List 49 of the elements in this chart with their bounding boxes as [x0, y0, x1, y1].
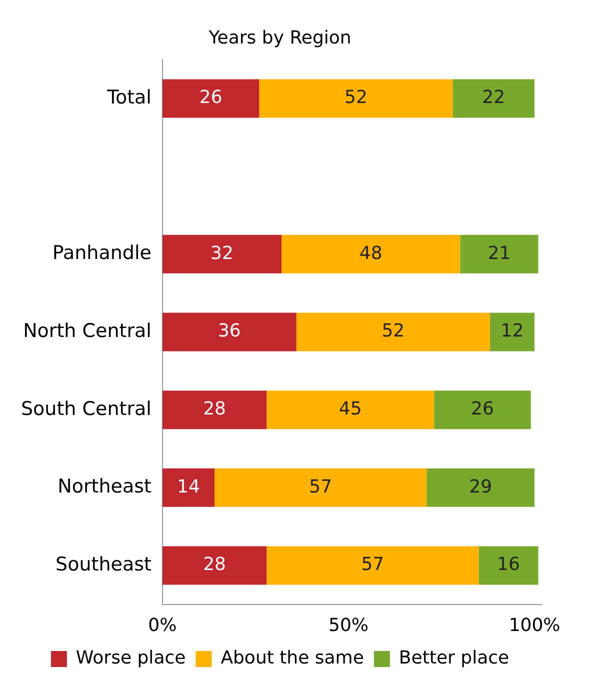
bar	[162, 546, 267, 585]
data-label: 32	[210, 242, 234, 264]
bar	[296, 312, 490, 352]
data-label: 22	[482, 87, 506, 108]
y-tick-label: North Central	[23, 320, 152, 342]
bar	[214, 468, 427, 507]
data-label: 29	[469, 476, 492, 498]
data-label: 57	[361, 554, 384, 576]
bar	[266, 546, 479, 585]
bar	[162, 312, 296, 352]
y-tick-label: South Central	[20, 398, 152, 420]
x-tick-label: 50%	[328, 614, 369, 636]
bar	[162, 234, 282, 274]
bar	[460, 234, 538, 274]
data-label: 14	[177, 476, 200, 498]
y-tick-label: Southeast	[56, 553, 152, 576]
bar	[259, 79, 453, 118]
legend-label: Better place	[398, 648, 510, 669]
data-label: 21	[488, 242, 511, 264]
data-label: 45	[338, 398, 362, 420]
data-label: 52	[382, 320, 405, 342]
data-label: 48	[359, 242, 382, 264]
bar	[452, 79, 535, 118]
x-tick-label: 100%	[508, 614, 560, 636]
data-label: 28	[203, 398, 226, 420]
bar	[162, 468, 215, 507]
x-tick-label: 0%	[148, 614, 177, 636]
legend-label: Worse place	[76, 648, 186, 669]
data-label: 57	[309, 476, 332, 498]
data-label: 12	[500, 320, 524, 342]
data-label: 26	[199, 87, 222, 108]
bar	[162, 79, 260, 118]
data-label: 26	[471, 398, 494, 420]
y-tick-label: Panhandle	[52, 242, 152, 264]
bar	[478, 546, 538, 585]
data-label: 36	[218, 320, 241, 342]
bar	[162, 390, 267, 430]
legend-label: About the same	[220, 648, 364, 669]
bar	[434, 390, 531, 430]
data-label: 52	[344, 87, 368, 108]
bar	[426, 468, 535, 507]
bar	[282, 234, 460, 274]
bar	[266, 390, 434, 430]
data-label: 16	[497, 554, 520, 576]
data-label: 28	[203, 554, 226, 576]
chart-title: Years by Region	[208, 27, 352, 48]
bar	[490, 312, 535, 352]
y-tick-label: Total	[106, 86, 152, 108]
y-tick-label: Northeast	[58, 476, 152, 498]
